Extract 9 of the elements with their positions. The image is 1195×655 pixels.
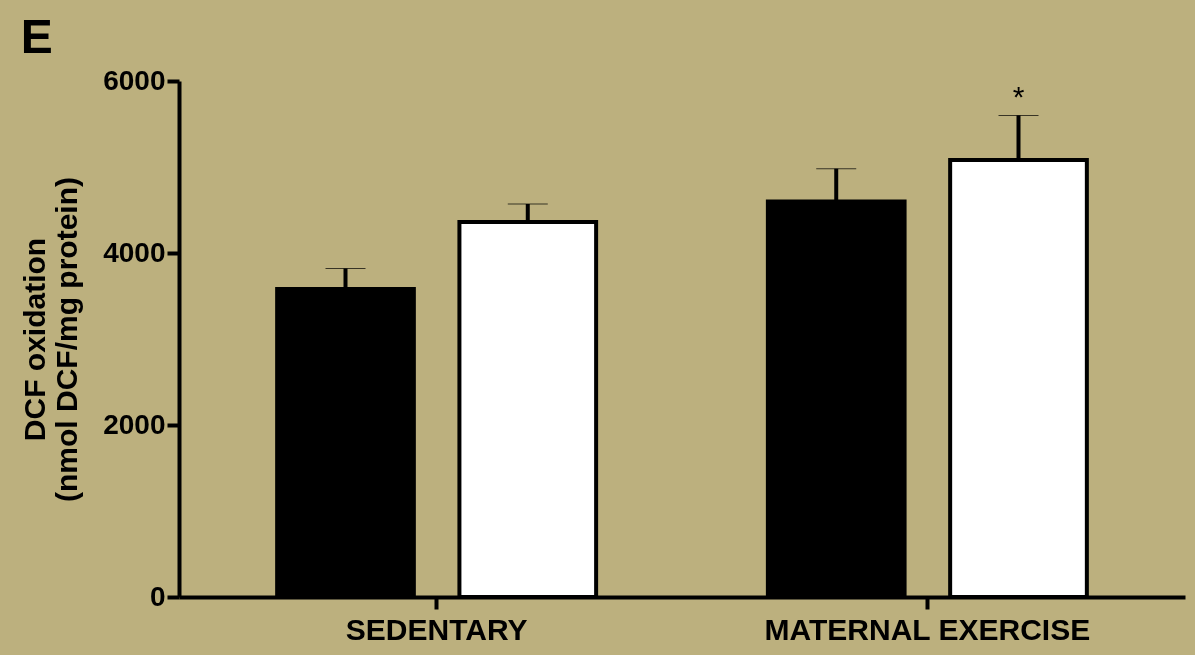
y-axis-title: DCF oxidation (nmol DCF/mg protein): [18, 177, 84, 502]
y-tick-label: 2000: [103, 408, 166, 440]
y-tick-label: 4000: [103, 236, 166, 268]
chart-title: E: [20, 10, 53, 63]
y-tick-label: 0: [149, 580, 166, 612]
y-tick-label: 6000: [103, 64, 166, 96]
x-tick-label: SEDENTARY: [345, 612, 528, 646]
x-tick-label: MATERNAL EXERCISE: [764, 612, 1091, 646]
annotation: *: [1012, 80, 1025, 114]
